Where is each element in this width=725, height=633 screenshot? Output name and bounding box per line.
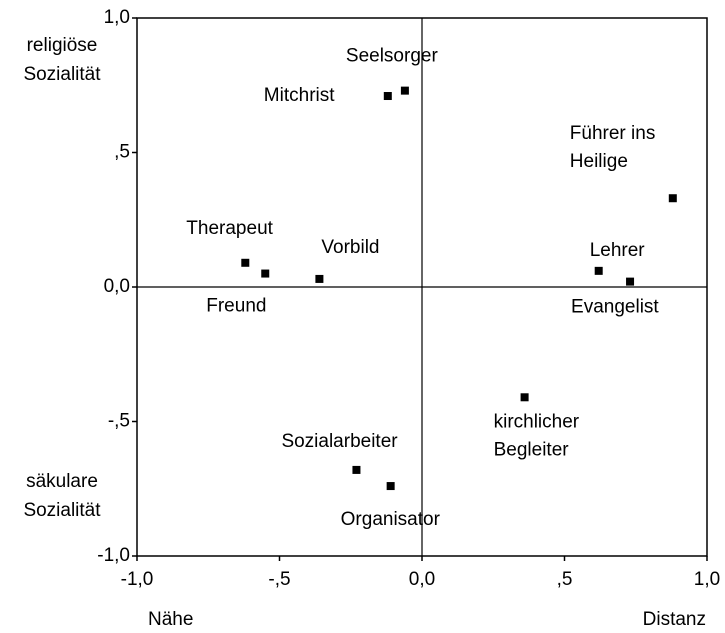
point-label: Heilige: [570, 151, 628, 172]
y-axis-label: Sozialität: [23, 64, 101, 85]
point: [352, 465, 361, 474]
y-tick-label: -1,0: [97, 545, 130, 566]
x-tick-label: -1,0: [121, 569, 154, 590]
y-axis-label: säkulare: [26, 471, 98, 492]
point: [668, 194, 677, 203]
point: [626, 277, 635, 286]
point-label: Vorbild: [321, 237, 379, 258]
point-label: Seelsorger: [346, 46, 439, 67]
point: [315, 274, 324, 283]
y-axis-label: Sozialität: [23, 500, 101, 521]
y-axis-label: religiöse: [27, 35, 98, 56]
x-axis-label: Nähe: [148, 609, 193, 628]
point-label: Freund: [206, 296, 266, 317]
y-tick-label: -,5: [108, 411, 130, 432]
point: [400, 86, 409, 95]
y-tick-label: 1,0: [104, 7, 130, 28]
point: [594, 266, 603, 275]
point: [386, 482, 395, 491]
x-tick-label: -,5: [268, 569, 290, 590]
x-axis-label: Distanz: [643, 609, 706, 628]
point-label: Sozialarbeiter: [281, 431, 398, 452]
point-label: Therapeut: [186, 218, 273, 239]
point-label: Begleiter: [494, 439, 570, 460]
point: [520, 393, 529, 402]
x-tick-label: 0,0: [409, 569, 435, 590]
point-label: kirchlicher: [494, 411, 580, 432]
x-tick-label: ,5: [557, 569, 573, 590]
y-tick-label: 0,0: [104, 276, 130, 297]
x-tick-label: 1,0: [694, 569, 720, 590]
point-label: Führer ins: [570, 123, 656, 144]
point: [383, 92, 392, 101]
point: [261, 269, 270, 278]
y-tick-label: ,5: [114, 142, 130, 163]
point-label: Lehrer: [590, 240, 646, 261]
point-label: Mitchrist: [264, 85, 335, 106]
point: [241, 258, 250, 267]
point-label: Evangelist: [571, 297, 659, 318]
point-label: Organisator: [341, 509, 441, 530]
